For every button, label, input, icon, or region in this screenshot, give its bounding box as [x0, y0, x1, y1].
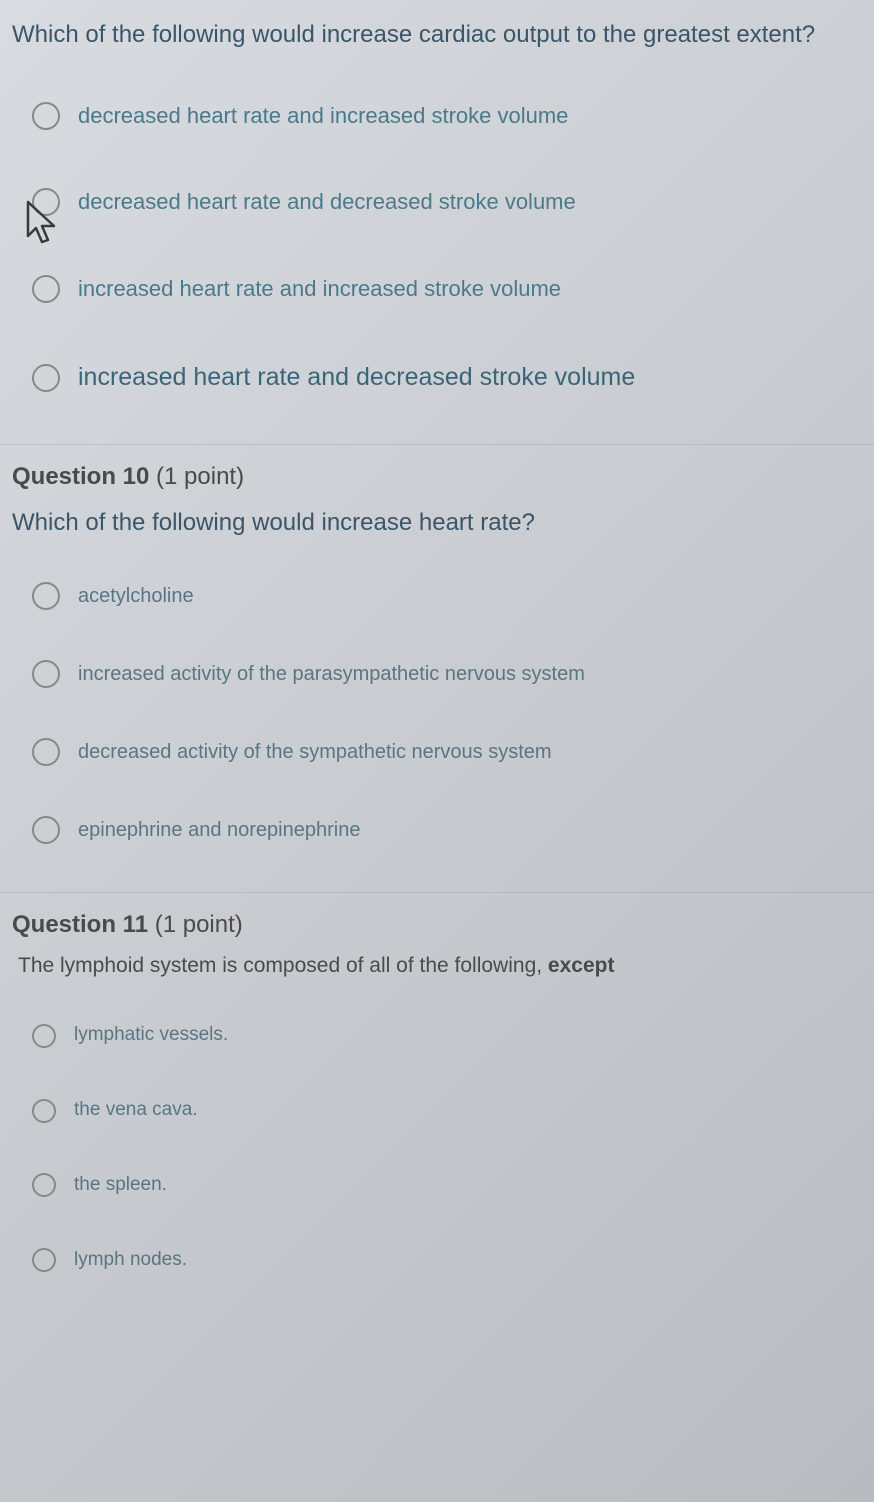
question-11-option-4[interactable]: lymph nodes.: [12, 1233, 862, 1288]
question-11-text: The lymphoid system is composed of all o…: [12, 954, 862, 978]
radio-icon: [32, 188, 60, 216]
question-10-option-1[interactable]: acetylcholine: [12, 567, 862, 625]
question-10-option-4[interactable]: epinephrine and norepinephrine: [12, 801, 862, 859]
radio-icon: [32, 1024, 56, 1048]
option-label: increased activity of the parasympatheti…: [78, 661, 585, 687]
question-9-option-4[interactable]: increased heart rate and decreased strok…: [12, 346, 862, 409]
option-label: increased heart rate and decreased strok…: [78, 361, 635, 394]
question-9-option-2[interactable]: decreased heart rate and decreased strok…: [12, 173, 862, 232]
option-label: lymph nodes.: [74, 1248, 187, 1273]
radio-icon: [32, 1099, 56, 1123]
question-10-text: Which of the following would increase he…: [12, 506, 862, 540]
option-label: acetylcholine: [78, 583, 194, 609]
question-11-block: Question 11 (1 point) The lymphoid syste…: [0, 893, 874, 1312]
radio-icon: [32, 275, 60, 303]
radio-icon: [32, 1173, 56, 1197]
option-label: decreased heart rate and decreased strok…: [78, 188, 576, 217]
question-11-option-1[interactable]: lymphatic vessels.: [12, 1008, 862, 1063]
radio-icon: [32, 582, 60, 610]
question-text-prefix: The lymphoid system is composed of all o…: [18, 954, 548, 977]
question-11-header: Question 11 (1 point): [12, 911, 862, 939]
option-label: decreased activity of the sympathetic ne…: [78, 739, 552, 765]
question-9-option-3[interactable]: increased heart rate and increased strok…: [12, 260, 862, 319]
question-11-option-2[interactable]: the vena cava.: [12, 1083, 862, 1138]
question-10-block: Question 10 (1 point) Which of the follo…: [0, 445, 874, 894]
radio-icon: [32, 364, 60, 392]
radio-icon: [32, 102, 60, 130]
radio-icon: [32, 660, 60, 688]
question-points: (1 point): [149, 463, 244, 490]
radio-icon: [32, 1248, 56, 1272]
question-10-option-2[interactable]: increased activity of the parasympatheti…: [12, 645, 862, 703]
option-label: epinephrine and norepinephrine: [78, 817, 360, 843]
question-9-option-1[interactable]: decreased heart rate and increased strok…: [12, 87, 862, 146]
option-label: increased heart rate and increased strok…: [78, 275, 561, 304]
question-9-text: Which of the following would increase ca…: [12, 18, 862, 52]
question-9-block: Which of the following would increase ca…: [0, 0, 874, 445]
question-points: (1 point): [148, 911, 243, 938]
option-label: the spleen.: [74, 1173, 167, 1198]
question-number: Question 10: [12, 463, 149, 490]
question-number: Question 11: [12, 911, 148, 938]
question-10-option-3[interactable]: decreased activity of the sympathetic ne…: [12, 723, 862, 781]
option-label: decreased heart rate and increased strok…: [78, 102, 568, 131]
radio-icon: [32, 816, 60, 844]
option-label: lymphatic vessels.: [74, 1023, 228, 1048]
radio-icon: [32, 738, 60, 766]
question-text-bold: except: [548, 954, 615, 977]
option-label: the vena cava.: [74, 1098, 198, 1123]
question-10-header: Question 10 (1 point): [12, 463, 862, 491]
question-11-option-3[interactable]: the spleen.: [12, 1158, 862, 1213]
